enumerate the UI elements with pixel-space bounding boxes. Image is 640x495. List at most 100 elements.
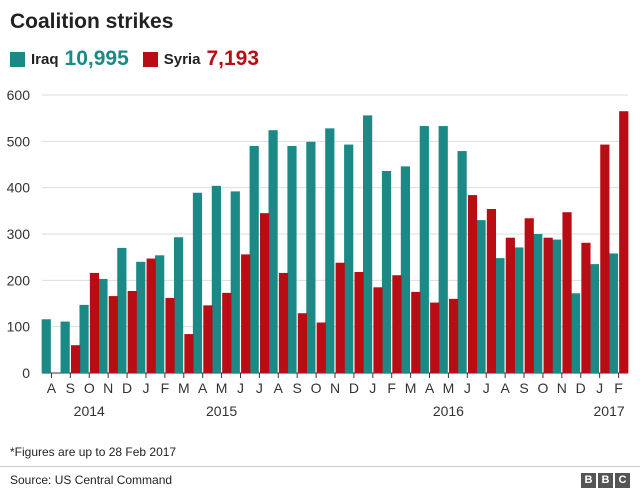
bbc-logo-letter: C <box>615 473 630 488</box>
y-tick-label: 100 <box>7 319 31 335</box>
bar-syria <box>222 292 232 373</box>
x-tick-label: J <box>369 380 376 396</box>
bar-syria <box>89 272 100 373</box>
bar-syria <box>600 144 610 373</box>
bar-iraq <box>419 126 429 373</box>
x-tick-label: J <box>483 380 490 396</box>
bar-syria <box>392 275 402 373</box>
bar-syria <box>203 305 213 373</box>
x-tick-label: O <box>84 380 95 396</box>
footnote: *Figures are up to 28 Feb 2017 <box>10 445 177 459</box>
year-label: 2015 <box>206 403 237 419</box>
bar-iraq <box>192 192 203 373</box>
x-tick-label: F <box>161 380 170 396</box>
bar-syria <box>108 296 118 373</box>
bar-iraq <box>268 130 278 373</box>
x-tick-label: F <box>614 380 623 396</box>
x-tick-label: J <box>596 380 603 396</box>
legend-total-iraq: 10,995 <box>64 47 129 70</box>
bar-syria <box>467 195 478 373</box>
x-tick-label: J <box>256 380 263 396</box>
bar-iraq <box>155 255 165 373</box>
x-tick-label: D <box>122 380 132 396</box>
x-tick-label: A <box>425 380 435 396</box>
x-tick-label: O <box>311 380 322 396</box>
bar-iraq <box>60 321 70 373</box>
bar-iraq <box>325 128 335 373</box>
x-tick-label: S <box>66 380 75 396</box>
bar-iraq <box>570 293 581 373</box>
bar-syria <box>165 297 175 373</box>
footer-divider <box>0 466 640 467</box>
legend-label-syria: Syria <box>163 50 201 68</box>
x-tick-label: J <box>142 380 149 396</box>
bar-syria <box>486 208 497 373</box>
x-tick-label: N <box>330 380 340 396</box>
legend-total-syria: 7,193 <box>206 47 260 70</box>
x-tick-label: A <box>47 380 57 396</box>
x-tick-label: A <box>198 380 208 396</box>
x-tick-label: M <box>405 380 417 396</box>
bar-syria <box>524 218 534 373</box>
bar-iraq <box>381 170 392 373</box>
source-text: Source: US Central Command <box>10 473 173 487</box>
bar-syria <box>619 111 629 373</box>
legend-item-syria: Syria 7,193 <box>142 47 260 71</box>
x-tick-label: D <box>576 380 586 396</box>
bar-iraq <box>98 278 108 373</box>
bar-iraq <box>41 319 51 373</box>
bar-syria <box>411 291 421 373</box>
bar-syria <box>430 302 440 373</box>
bbc-logo: B B C <box>579 473 630 488</box>
y-tick-label: 0 <box>22 365 30 381</box>
bbc-logo-letter: B <box>581 473 596 488</box>
bar-iraq <box>438 126 448 373</box>
bar-iraq <box>136 261 146 373</box>
bar-iraq <box>363 115 373 374</box>
x-tick-label: D <box>349 380 359 396</box>
x-tick-label: N <box>557 380 567 396</box>
bar-syria <box>241 254 251 373</box>
bar-syria <box>316 322 326 373</box>
bar-syria <box>562 212 572 373</box>
bar-iraq <box>552 239 562 373</box>
bar-syria <box>505 237 515 373</box>
x-tick-label: M <box>178 380 190 396</box>
bar-syria <box>70 345 81 373</box>
bar-iraq <box>79 304 89 373</box>
bar-iraq <box>117 247 127 373</box>
x-tick-label: S <box>519 380 528 396</box>
bar-syria <box>373 287 383 373</box>
x-tick-label: A <box>500 380 510 396</box>
bar-iraq <box>211 185 221 373</box>
bar-iraq <box>344 144 354 373</box>
legend-swatch-syria <box>142 51 158 67</box>
x-tick-label: N <box>103 380 113 396</box>
bar-iraq <box>457 151 467 373</box>
bar-iraq <box>533 234 543 373</box>
x-tick-label: A <box>274 380 284 396</box>
y-tick-label: 300 <box>7 226 31 242</box>
y-tick-label: 600 <box>7 87 31 103</box>
y-tick-label: 400 <box>7 180 31 196</box>
bar-iraq <box>476 220 486 373</box>
year-label: 2017 <box>594 403 625 419</box>
bar-syria <box>335 262 345 373</box>
bar-iraq <box>495 258 505 373</box>
x-tick-label: J <box>464 380 471 396</box>
year-label: 2016 <box>433 403 464 419</box>
x-tick-label: M <box>443 380 455 396</box>
bar-iraq <box>306 141 316 373</box>
bbc-logo-letter: B <box>598 473 613 488</box>
bar-iraq <box>589 264 600 373</box>
bar-syria <box>259 213 270 373</box>
bar-syria <box>184 334 194 373</box>
legend-item-iraq: Iraq 10,995 <box>10 47 129 71</box>
x-tick-label: J <box>237 380 244 396</box>
bar-syria <box>297 313 307 373</box>
bar-syria <box>354 271 364 373</box>
x-tick-label: S <box>293 380 302 396</box>
year-label: 2014 <box>74 403 105 419</box>
bar-iraq <box>249 145 259 373</box>
